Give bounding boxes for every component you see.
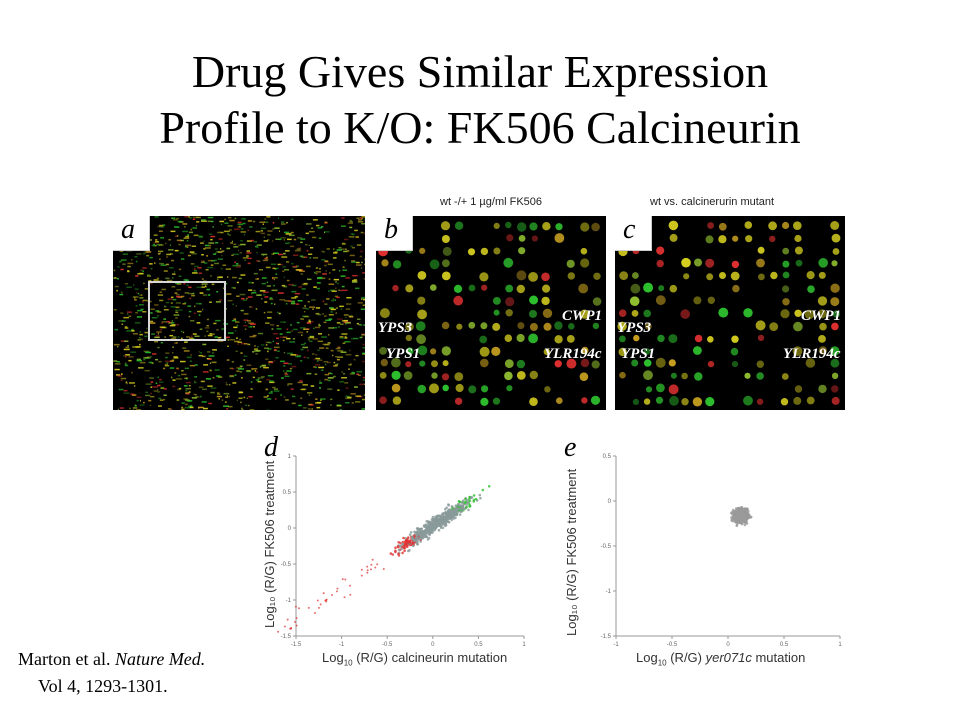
plot-d-ylabel: Log₁₀ (R/G) FK506 treatment xyxy=(262,460,277,628)
title-line-1: Drug Gives Similar Expression xyxy=(191,46,769,97)
plot-e-ylabel: Log₁₀ (R/G) FK506 treatment xyxy=(564,468,579,636)
plot-e-letter: e xyxy=(564,432,577,463)
y-tick-label: -0.5 xyxy=(601,544,612,550)
panel-a-letter: a xyxy=(121,216,135,245)
x-tick-label: 1 xyxy=(838,642,842,646)
gene-label-ylr194c-c: YLR194c xyxy=(783,346,841,362)
slide-title: Drug Gives Similar Expression Profile to… xyxy=(0,44,960,156)
x-tick-label: 0.5 xyxy=(474,642,483,646)
y-tick-label: -1.5 xyxy=(601,634,612,640)
citation: Marton et al. Nature Med. Vol 4, 1293-13… xyxy=(18,646,205,700)
y-tick-label: -1 xyxy=(606,589,612,595)
panel-c-caption: wt vs. calcinerurin mutant xyxy=(650,196,775,208)
microarray-panel-b: b YPS3 YPS1 CWP1 YLR194c xyxy=(376,216,606,410)
gene-label-cwp1-c: CWP1 xyxy=(801,308,842,324)
y-tick-label: 0 xyxy=(608,499,612,505)
gene-label-yps3-c: YPS3 xyxy=(617,320,652,336)
y-tick-label: -1 xyxy=(286,598,292,604)
panel-b-caption: wt -/+ 1 µg/ml FK506 xyxy=(440,196,543,208)
microarray-panel-c: c YPS3 YPS1 CWP1 YLR194c xyxy=(615,216,845,410)
x-tick-label: -1.5 xyxy=(291,642,302,646)
gene-label-yps1: YPS1 xyxy=(386,346,421,362)
plot-d-letter: d xyxy=(264,432,278,463)
y-tick-label: 0 xyxy=(288,526,292,532)
x-tick-label: -1 xyxy=(613,642,619,646)
microarray-panel-a: a xyxy=(113,216,365,410)
scatter-e-svg: -1 -0.5 0 0.5 10.50-0.5-1-1.5 xyxy=(601,454,843,648)
y-tick-label: 0.5 xyxy=(603,454,612,460)
y-tick-label: 1 xyxy=(288,454,292,460)
y-tick-label: 0.5 xyxy=(283,490,292,496)
plot-d-xlabel: Log10 (R/G) calcineurin mutation xyxy=(322,650,508,668)
y-tick-label: -0.5 xyxy=(281,562,292,568)
panel-c-letter: c xyxy=(623,216,636,245)
gene-label-ylr194c: YLR194c xyxy=(544,346,602,362)
citation-line-2: Vol 4, 1293-1301. xyxy=(38,676,168,696)
x-tick-label: -0.5 xyxy=(667,642,678,646)
x-tick-label: -1 xyxy=(339,642,345,646)
microarray-image-a xyxy=(113,216,365,410)
gene-label-yps3: YPS3 xyxy=(378,320,413,336)
panel-b-letter: b xyxy=(384,216,398,245)
title-line-2: Profile to K/O: FK506 Calcineurin xyxy=(159,102,801,153)
gene-label-cwp1: CWP1 xyxy=(562,308,603,324)
x-tick-label: 0.5 xyxy=(780,642,789,646)
citation-line-1: Marton et al. Nature Med. xyxy=(18,649,206,669)
scatter-plot-e: e -1 -0.5 0 0.5 1 0.5 0 -0.5 -1 -1.5 Log₁₀ (R/G) … xyxy=(558,432,848,668)
x-tick-label: 1 xyxy=(522,642,526,646)
gene-label-yps1-c: YPS1 xyxy=(621,346,656,362)
panel-a-letter-box: a xyxy=(113,216,150,251)
x-tick-label: 0 xyxy=(726,642,730,646)
y-tick-label: -1.5 xyxy=(281,634,292,640)
microarray-image-c xyxy=(617,220,841,407)
panel-c-letter-box: c xyxy=(615,216,652,251)
plot-e-xlabel: Log10 (R/G) yer071c mutation xyxy=(636,650,806,668)
x-tick-label: -0.5 xyxy=(382,642,393,646)
scatter-d-svg: -1.5 -1 -0.5 0 0.5 1 1 0.5 0 -0.5 -1 -1.5 xyxy=(277,454,526,648)
x-tick-label: 0 xyxy=(431,642,435,646)
panel-b-letter-box: b xyxy=(376,216,413,251)
scatter-plot-d: d -1.5 -1 -0.5 0 0.5 1 1 0.5 0 -0.5 -1 -1.5 Log₁₀ (… xyxy=(258,432,530,668)
